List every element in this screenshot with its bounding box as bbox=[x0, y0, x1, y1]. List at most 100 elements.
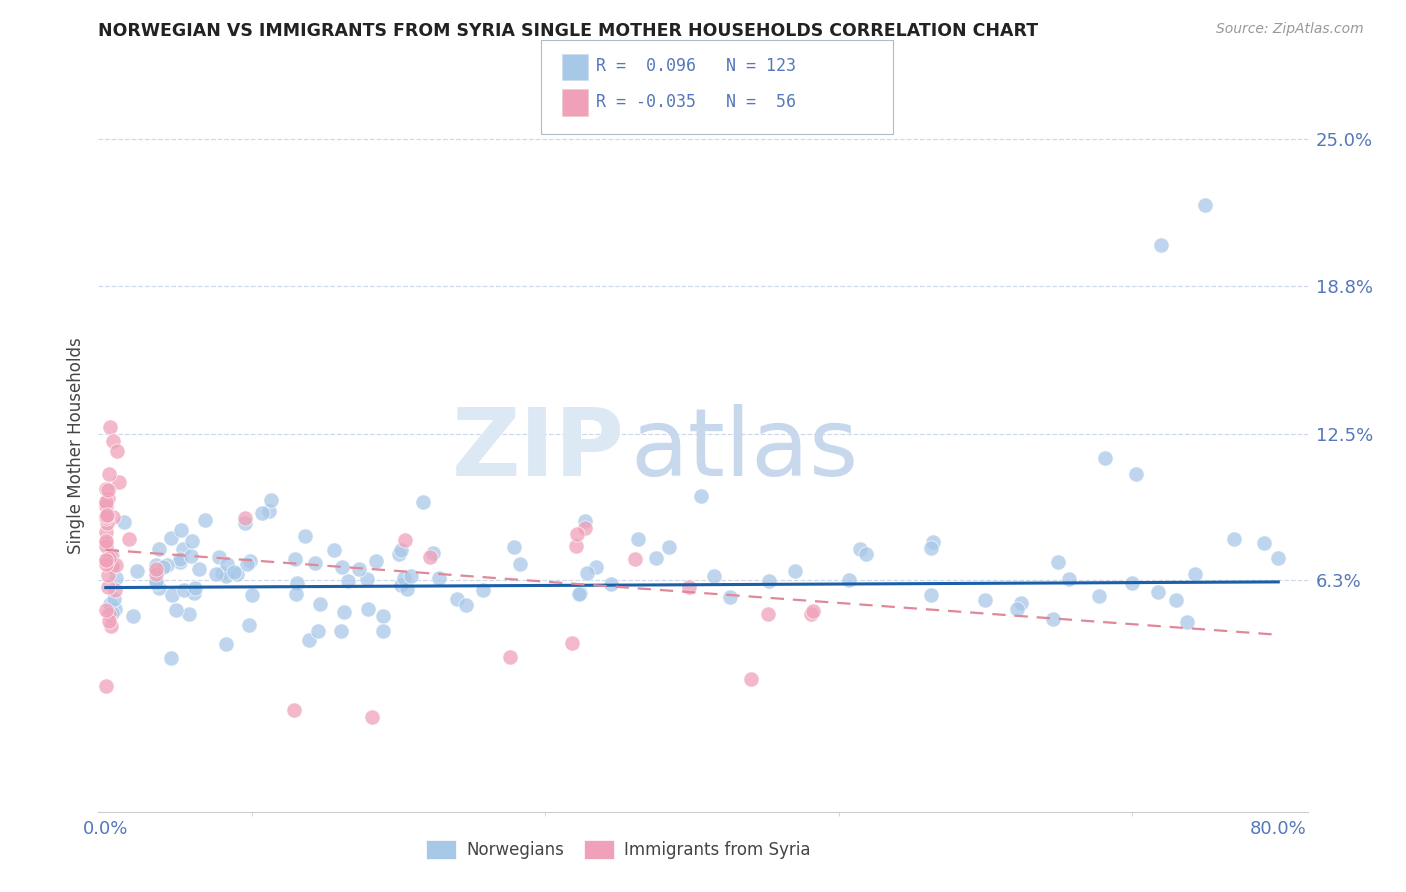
Point bbox=[783, 565, 806, 579]
Point bbox=[388, 547, 411, 561]
Point bbox=[454, 598, 477, 612]
Point bbox=[96, 603, 118, 617]
Point bbox=[101, 434, 124, 449]
Point bbox=[94, 497, 117, 511]
Point bbox=[94, 482, 117, 496]
Point bbox=[690, 489, 713, 503]
Point bbox=[101, 510, 124, 524]
Point bbox=[122, 609, 145, 624]
Point bbox=[96, 499, 118, 513]
Point bbox=[389, 578, 412, 592]
Point bbox=[181, 534, 204, 549]
Point bbox=[330, 624, 353, 638]
Point bbox=[399, 568, 422, 582]
Point bbox=[395, 582, 418, 596]
Point bbox=[125, 564, 148, 578]
Point bbox=[298, 632, 321, 647]
Point bbox=[283, 703, 305, 717]
Point bbox=[100, 549, 122, 564]
Point bbox=[922, 535, 945, 549]
Point bbox=[103, 592, 125, 607]
Point bbox=[357, 601, 380, 615]
Point bbox=[170, 523, 193, 537]
Point bbox=[1267, 550, 1289, 565]
Point bbox=[347, 561, 370, 575]
Point bbox=[169, 555, 191, 569]
Point bbox=[1184, 566, 1206, 581]
Point bbox=[104, 582, 127, 597]
Point bbox=[446, 591, 468, 606]
Point bbox=[159, 651, 181, 665]
Point bbox=[108, 475, 131, 489]
Point bbox=[285, 587, 308, 601]
Point bbox=[233, 516, 256, 530]
Point bbox=[585, 560, 607, 574]
Point bbox=[148, 542, 170, 557]
Point bbox=[94, 679, 117, 693]
Point bbox=[101, 602, 124, 616]
Text: ZIP: ZIP bbox=[451, 404, 624, 496]
Point bbox=[974, 593, 997, 607]
Point bbox=[1059, 572, 1081, 586]
Point bbox=[169, 551, 191, 566]
Point bbox=[412, 495, 434, 509]
Point bbox=[599, 577, 621, 591]
Point bbox=[104, 558, 127, 573]
Point bbox=[260, 492, 283, 507]
Point bbox=[740, 672, 762, 686]
Point bbox=[801, 604, 824, 618]
Text: R = -0.035   N =  56: R = -0.035 N = 56 bbox=[596, 93, 796, 111]
Point bbox=[627, 533, 650, 547]
Point bbox=[145, 564, 167, 578]
Point bbox=[360, 710, 382, 724]
Point bbox=[97, 581, 120, 595]
Point bbox=[371, 609, 394, 624]
Point bbox=[98, 467, 121, 482]
Point bbox=[152, 560, 174, 574]
Point bbox=[97, 491, 120, 505]
Point bbox=[1223, 533, 1246, 547]
Point bbox=[920, 541, 942, 555]
Point bbox=[208, 550, 231, 565]
Point bbox=[1042, 612, 1064, 626]
Point bbox=[1125, 467, 1147, 482]
Text: NORWEGIAN VS IMMIGRANTS FROM SYRIA SINGLE MOTHER HOUSEHOLDS CORRELATION CHART: NORWEGIAN VS IMMIGRANTS FROM SYRIA SINGL… bbox=[98, 22, 1039, 40]
Point bbox=[567, 586, 589, 600]
Point bbox=[758, 574, 780, 589]
Point bbox=[498, 650, 520, 665]
Point bbox=[211, 566, 233, 580]
Point bbox=[294, 529, 316, 543]
Point bbox=[104, 602, 127, 616]
Point bbox=[101, 607, 124, 621]
Point bbox=[205, 566, 228, 581]
Point bbox=[389, 542, 412, 557]
Point bbox=[304, 556, 326, 570]
Point bbox=[565, 540, 588, 554]
Point bbox=[308, 597, 330, 611]
Point bbox=[257, 504, 280, 518]
Point bbox=[658, 541, 681, 555]
Point bbox=[156, 558, 179, 572]
Point bbox=[94, 536, 117, 550]
Point bbox=[118, 532, 141, 546]
Point bbox=[145, 558, 167, 573]
Point bbox=[503, 541, 526, 555]
Point bbox=[94, 539, 117, 553]
Point bbox=[96, 508, 118, 522]
Point bbox=[1175, 615, 1198, 629]
Point bbox=[394, 533, 416, 547]
Point bbox=[392, 571, 415, 585]
Point bbox=[180, 549, 202, 563]
Point bbox=[1146, 584, 1168, 599]
Point bbox=[233, 510, 256, 524]
Point bbox=[97, 607, 120, 621]
Point bbox=[574, 514, 596, 528]
Point bbox=[718, 590, 741, 604]
Point bbox=[145, 576, 167, 591]
Point bbox=[561, 636, 583, 650]
Point bbox=[1150, 238, 1173, 252]
Point bbox=[569, 586, 592, 600]
Point bbox=[678, 580, 700, 594]
Point bbox=[94, 557, 117, 571]
Point bbox=[624, 552, 647, 566]
